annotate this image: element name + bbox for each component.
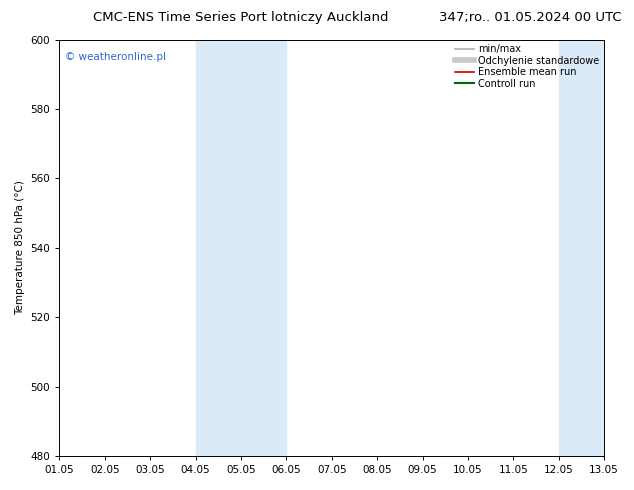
Y-axis label: Temperature 850 hPa (°C): Temperature 850 hPa (°C) bbox=[15, 180, 25, 315]
Bar bbox=[195, 40, 287, 456]
Text: © weatheronline.pl: © weatheronline.pl bbox=[65, 52, 165, 62]
Legend: min/max, Odchylenie standardowe, Ensemble mean run, Controll run: min/max, Odchylenie standardowe, Ensembl… bbox=[453, 43, 601, 91]
Text: CMC-ENS Time Series Port lotniczy Auckland: CMC-ENS Time Series Port lotniczy Auckla… bbox=[93, 11, 389, 24]
Bar bbox=[559, 40, 634, 456]
Text: 347;ro.. 01.05.2024 00 UTC: 347;ro.. 01.05.2024 00 UTC bbox=[439, 11, 621, 24]
